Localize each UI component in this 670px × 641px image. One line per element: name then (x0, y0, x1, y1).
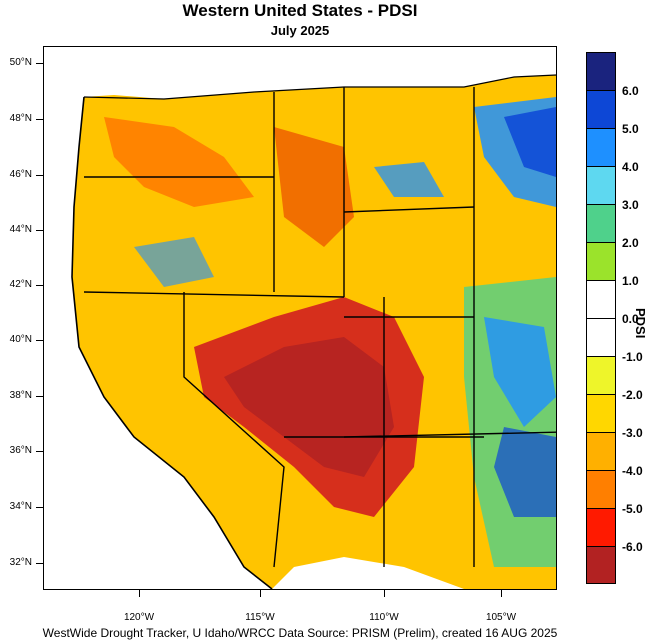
drought-region-idaho (274, 127, 354, 247)
legend-label: -4.0 (622, 464, 643, 478)
lon-label: 105°W (485, 612, 517, 623)
coastline (71, 96, 273, 589)
legend-swatch (587, 433, 615, 471)
legend-swatch (587, 471, 615, 509)
drought-region-northwest (104, 117, 254, 207)
legend-label: 1.0 (622, 274, 639, 288)
drought-region-southwest-dark (224, 337, 394, 477)
lat-tick (36, 285, 43, 286)
lat-label: 40°N (9, 334, 32, 345)
wet-region-montana (374, 162, 444, 197)
legend-label: 5.0 (622, 122, 639, 136)
legend-swatch (587, 357, 615, 395)
pdsi-map (43, 46, 557, 590)
map-title: Western United States - PDSI (182, 1, 418, 20)
legend-label: -5.0 (622, 502, 643, 516)
lon-label: 120°W (123, 612, 155, 623)
lat-label: 32°N (9, 557, 32, 568)
legend-label: 2.0 (622, 236, 639, 250)
lat-tick (36, 175, 43, 176)
wet-region-dakotas-dark (504, 107, 556, 177)
lat-label: 50°N (9, 57, 32, 68)
canada-border (83, 74, 556, 100)
legend-swatch (587, 281, 615, 319)
legend-swatch (587, 53, 615, 91)
lon-label: 110°W (369, 612, 399, 623)
legend-label: -6.0 (622, 540, 643, 554)
legend-label: -2.0 (622, 388, 643, 402)
wet-region-plains-blue (484, 317, 556, 427)
lat-label: 46°N (9, 169, 32, 180)
lat-tick (36, 563, 43, 564)
legend-label: 4.0 (622, 160, 639, 174)
lon-tick (501, 590, 502, 597)
wet-region-oregon (134, 237, 214, 287)
legend-swatch (587, 395, 615, 433)
legend-label: 3.0 (622, 198, 639, 212)
lat-label: 44°N (9, 224, 32, 235)
legend-swatch (587, 509, 615, 547)
legend-swatch (587, 129, 615, 167)
lon-tick (139, 590, 140, 597)
lat-label: 42°N (9, 279, 32, 290)
lat-label: 48°N (9, 113, 32, 124)
legend-swatch (587, 319, 615, 357)
map-subtitle: July 2025 (270, 23, 330, 38)
legend-title: PDSI (633, 308, 648, 339)
lat-label: 34°N (9, 501, 32, 512)
legend-label: 0.0 (622, 312, 639, 326)
legend-colorbar (586, 52, 616, 584)
lat-tick (36, 507, 43, 508)
footer-credit: WestWide Drought Tracker, U Idaho/WRCC D… (42, 626, 558, 640)
wet-region-texas (494, 427, 556, 517)
lon-tick (384, 590, 385, 597)
legend-swatch (587, 243, 615, 281)
legend-swatch (587, 547, 615, 583)
legend-swatch (587, 167, 615, 205)
lat-tick (36, 340, 43, 341)
lat-tick (36, 63, 43, 64)
map-canvas (71, 74, 556, 589)
legend-label: -1.0 (622, 350, 643, 364)
lat-tick (36, 396, 43, 397)
state-boundaries (83, 87, 556, 568)
lat-tick (36, 119, 43, 120)
legend-swatch (587, 205, 615, 243)
legend-label: -3.0 (622, 426, 643, 440)
lon-tick (260, 590, 261, 597)
legend-swatch (587, 91, 615, 129)
lat-tick (36, 230, 43, 231)
lat-label: 36°N (9, 445, 32, 456)
lat-label: 38°N (9, 390, 32, 401)
lon-label: 115°W (245, 612, 275, 623)
lat-tick (36, 451, 43, 452)
legend-label: 6.0 (622, 84, 639, 98)
